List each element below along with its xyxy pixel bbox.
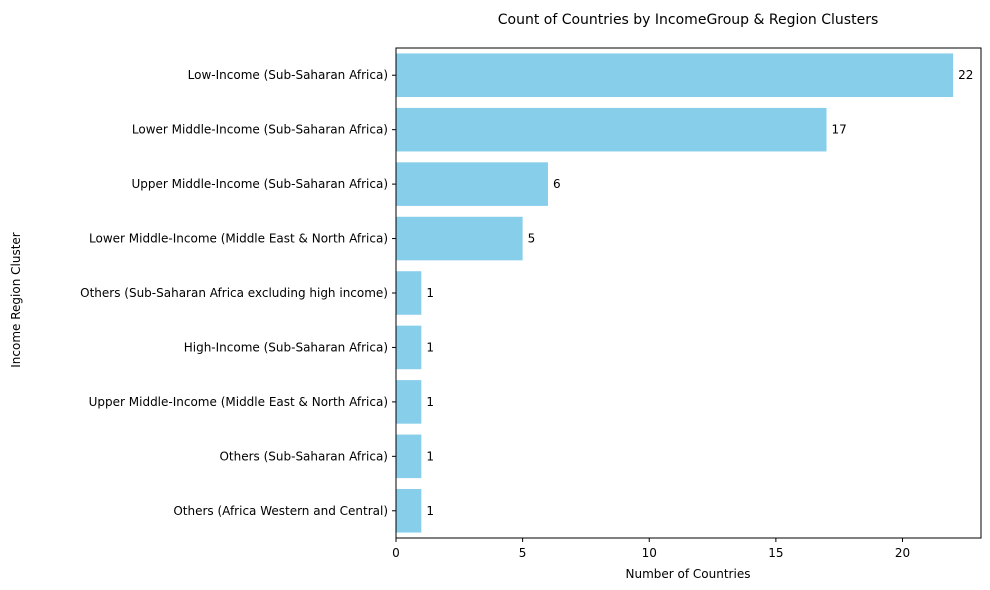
x-tick-label: 15 [768,546,783,560]
x-tick-label: 20 [895,546,910,560]
y-axis-label: Income Region Cluster [9,232,23,368]
bar [396,216,523,261]
bar [396,162,548,206]
y-tick-label: High-Income (Sub-Saharan Africa) [184,340,388,354]
plot-frame [395,47,982,539]
y-tick-label: Others (Africa Western and Central) [173,504,388,518]
bar [396,325,422,370]
y-tick-label: Lower Middle-Income (Middle East & North… [89,232,388,246]
data-label: 1 [426,504,434,518]
bar [396,107,827,152]
bar [396,489,422,533]
x-tick-label: 0 [392,546,400,560]
data-label: 22 [958,68,973,82]
y-tick-label: Lower Middle-Income (Sub-Saharan Africa) [132,123,388,137]
chart-title: Count of Countries by IncomeGroup & Regi… [498,12,879,28]
y-tick-label: Low-Income (Sub-Saharan Africa) [188,68,388,82]
y-tick-label: Upper Middle-Income (Sub-Saharan Africa) [132,177,388,191]
y-tick-label: Upper Middle-Income (Middle East & North… [89,395,388,409]
data-label: 1 [426,449,434,463]
y-tick-label: Others (Sub-Saharan Africa excluding hig… [80,286,388,300]
data-label: 5 [528,232,536,246]
bar [396,380,422,424]
data-label: 1 [426,395,434,409]
data-label: 1 [426,340,434,354]
bar [396,271,422,315]
bar [396,53,954,97]
x-tick-label: 5 [519,546,527,560]
data-label: 17 [832,123,847,137]
data-label: 6 [553,177,561,191]
plot-area: 22 Low-Income (Sub-Saharan Africa) 17 Lower… [80,47,982,560]
x-tick-label: 10 [642,546,657,560]
y-tick-label: Others (Sub-Saharan Africa) [219,449,388,463]
x-axis-label: Number of Countries [626,567,751,581]
bar [396,434,422,479]
data-label: 1 [426,286,434,300]
